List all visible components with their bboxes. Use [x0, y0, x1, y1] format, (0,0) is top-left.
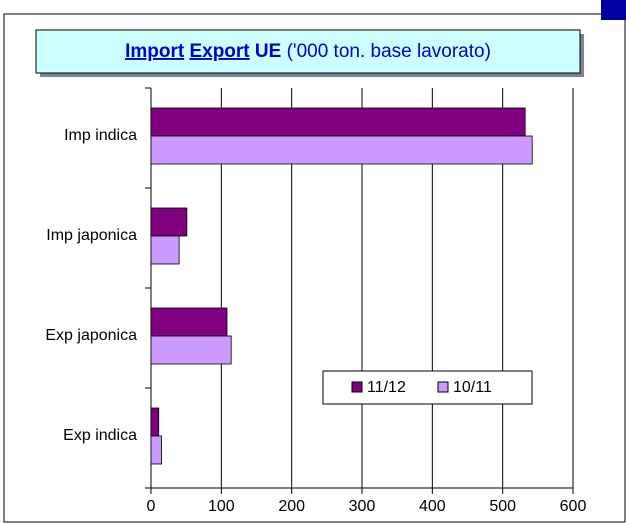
title-box	[35, 29, 581, 74]
title-part: UE	[255, 41, 281, 62]
legend-label: 11/12	[367, 379, 406, 396]
x-tick-label: 100	[208, 498, 235, 515]
chart-title: Import Export UE ('000 ton. base lavorat…	[125, 41, 491, 62]
bar	[150, 235, 180, 265]
x-tick-label: 400	[419, 498, 446, 515]
y-tick-label: Exp japonica	[45, 327, 137, 344]
x-tick-label: 500	[489, 498, 516, 515]
x-tick-label: 200	[278, 498, 305, 515]
bar	[150, 335, 232, 365]
bar	[150, 135, 533, 165]
y-tick-label: Imp indica	[64, 127, 137, 144]
x-tick-label: 0	[147, 498, 156, 515]
y-tick-label: Exp indica	[63, 427, 137, 444]
bar	[150, 407, 160, 437]
bar	[150, 207, 188, 237]
legend-label: 10/11	[453, 379, 492, 396]
legend-swatch	[437, 381, 449, 393]
title-part: ('000 ton. base lavorato)	[287, 41, 491, 62]
title-part: Import	[125, 41, 185, 62]
bar	[150, 307, 228, 337]
title-part: Export	[189, 41, 250, 62]
corner-icon	[601, 0, 626, 20]
bar	[150, 107, 526, 137]
frame	[3, 13, 626, 523]
x-tick-label: 300	[349, 498, 376, 515]
legend-swatch	[351, 381, 363, 393]
x-tick-label: 600	[560, 498, 587, 515]
y-tick-label: Imp japonica	[46, 227, 137, 244]
bar	[150, 435, 162, 465]
